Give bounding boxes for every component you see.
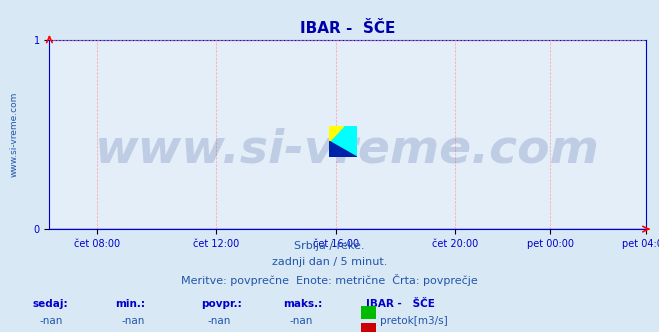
Text: -nan: -nan bbox=[40, 316, 63, 326]
Title: IBAR -  ŠČE: IBAR - ŠČE bbox=[300, 21, 395, 36]
Text: maks.:: maks.: bbox=[283, 299, 323, 309]
Text: povpr.:: povpr.: bbox=[201, 299, 242, 309]
Text: zadnji dan / 5 minut.: zadnji dan / 5 minut. bbox=[272, 257, 387, 267]
Text: -nan: -nan bbox=[122, 316, 145, 326]
Text: IBAR -   ŠČE: IBAR - ŠČE bbox=[366, 299, 435, 309]
Polygon shape bbox=[330, 125, 357, 157]
Text: www.si-vreme.com: www.si-vreme.com bbox=[95, 127, 600, 172]
Text: -nan: -nan bbox=[208, 316, 231, 326]
Bar bbox=[361, 323, 376, 332]
Text: sedaj:: sedaj: bbox=[33, 299, 69, 309]
Text: pretok[m3/s]: pretok[m3/s] bbox=[380, 316, 447, 326]
Polygon shape bbox=[330, 141, 357, 157]
Text: -nan: -nan bbox=[290, 316, 313, 326]
Text: min.:: min.: bbox=[115, 299, 146, 309]
Bar bbox=[361, 306, 376, 319]
Text: Meritve: povprečne  Enote: metrične  Črta: povprečje: Meritve: povprečne Enote: metrične Črta:… bbox=[181, 274, 478, 286]
Polygon shape bbox=[330, 125, 343, 141]
Text: Srbija / reke.: Srbija / reke. bbox=[295, 241, 364, 251]
Text: www.si-vreme.com: www.si-vreme.com bbox=[9, 92, 18, 177]
